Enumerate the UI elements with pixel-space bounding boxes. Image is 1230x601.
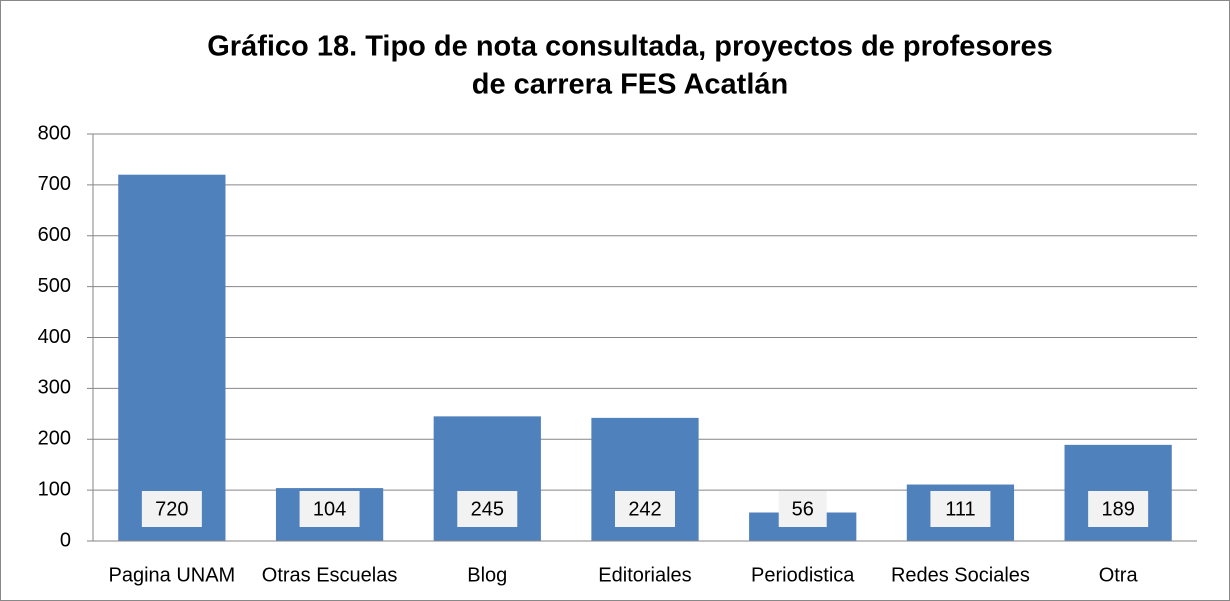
- x-tick-label: Editoriales: [598, 564, 691, 586]
- x-tick-label: Otra: [1099, 564, 1139, 586]
- data-label: 245: [471, 498, 504, 520]
- y-tick-label: 200: [38, 428, 71, 450]
- data-label-box: [299, 491, 360, 527]
- data-label-box: [141, 491, 202, 527]
- x-tick-label: Otras Escuelas: [262, 564, 398, 586]
- chart-title: de carrera FES Acatlán: [472, 69, 788, 101]
- data-label: 104: [313, 498, 346, 520]
- data-label-box: [778, 491, 827, 527]
- y-tick-label: 600: [38, 224, 71, 246]
- data-label: 111: [945, 498, 975, 520]
- y-tick-label: 500: [38, 275, 71, 297]
- y-tick-label: 800: [38, 122, 71, 144]
- bar: [118, 174, 226, 541]
- x-tick-label: Redes Sociales: [891, 564, 1030, 586]
- y-tick-label: 0: [60, 529, 71, 551]
- y-tick-label: 100: [38, 478, 71, 500]
- y-tick-label: 400: [38, 326, 71, 348]
- data-label-box: [1088, 491, 1149, 527]
- y-tick-label: 300: [38, 377, 71, 399]
- data-label: 189: [1101, 498, 1134, 520]
- x-tick-label: Pagina UNAM: [108, 564, 235, 586]
- data-label-box: [930, 491, 991, 527]
- data-label-box: [615, 491, 675, 527]
- chart-title: Gráfico 18. Tipo de nota consultada, pro…: [207, 31, 1053, 63]
- data-label-box: [457, 491, 518, 527]
- data-label: 720: [155, 498, 188, 520]
- data-label: 56: [792, 498, 814, 520]
- x-tick-label: Periodistica: [751, 564, 855, 586]
- x-tick-label: Blog: [467, 564, 507, 586]
- y-tick-label: 700: [38, 173, 71, 195]
- data-label: 242: [628, 498, 661, 520]
